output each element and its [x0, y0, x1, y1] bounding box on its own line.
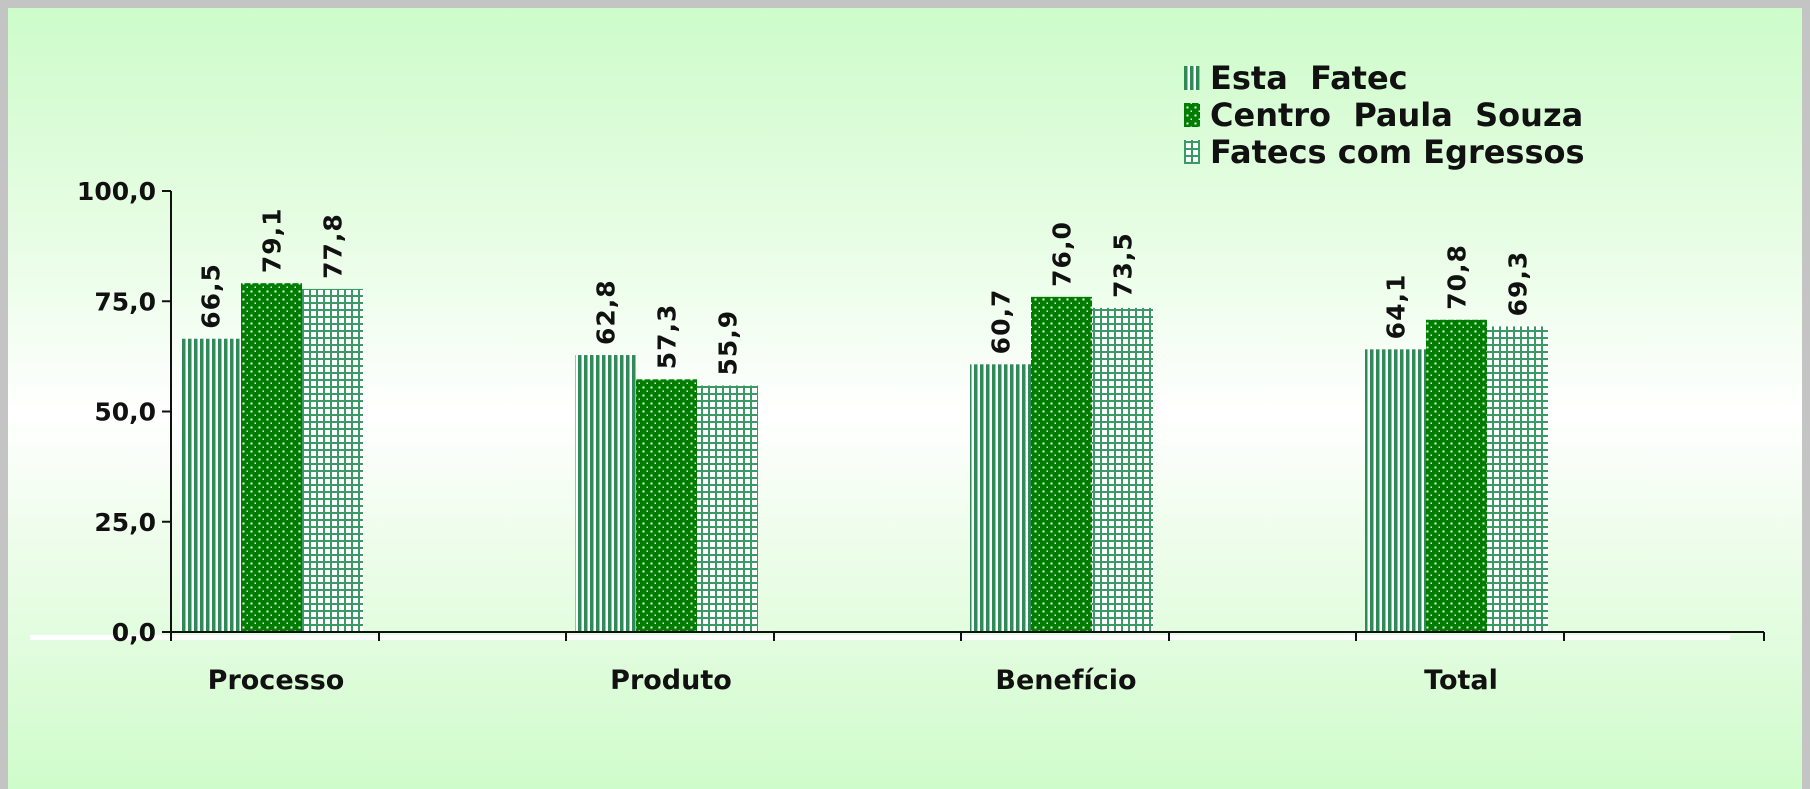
legend-label-series-2: Centro Paula Souza: [1210, 96, 1583, 134]
y-tick-label: 100,0: [77, 177, 156, 206]
data-label: 62,8: [592, 279, 621, 345]
bar-benefício-series-2: [1031, 296, 1092, 632]
data-label: 76,0: [1048, 221, 1077, 287]
data-label: 60,7: [987, 289, 1016, 355]
data-label: 66,5: [197, 263, 226, 329]
y-tick-label: 75,0: [94, 287, 156, 316]
bar-produto-series-2: [636, 379, 697, 632]
y-tick-label: 50,0: [94, 398, 156, 427]
bar-processo-series-1: [180, 338, 241, 632]
legend-label-series-1: Esta Fatec: [1210, 59, 1408, 97]
data-label: 79,1: [258, 207, 287, 273]
bar-total-series-1: [1365, 349, 1426, 632]
bar-benefício-series-3: [1092, 307, 1153, 632]
chart-panel: 66,5 79,1 77,8 Processo 62,8 57,3 55,9 Produto 6…: [8, 8, 1802, 789]
data-label: 55,9: [714, 310, 743, 376]
legend-label-series-3: Fatecs com Egressos: [1210, 133, 1585, 171]
legend-swatch-series-1: [1184, 66, 1200, 90]
baseline-band: [30, 635, 1730, 640]
x-tick-label: Produto: [610, 665, 732, 696]
axes-layer: [30, 190, 1765, 641]
bar-produto-series-3: [697, 385, 758, 632]
legend-swatch-series-3: [1184, 140, 1200, 164]
y-tick-label: 0,0: [112, 618, 156, 647]
y-tick-label: 25,0: [94, 508, 156, 537]
data-label: 64,1: [1382, 274, 1411, 340]
bar-total-series-3: [1487, 326, 1548, 632]
bar-total-series-2: [1426, 319, 1487, 632]
data-label: 69,3: [1504, 251, 1533, 317]
labels-layer: 66,5 79,1 77,8 Processo 62,8 57,3 55,9 Produto 6…: [77, 177, 1533, 696]
data-label: 73,5: [1109, 232, 1138, 298]
bar-chart: 66,5 79,1 77,8 Processo 62,8 57,3 55,9 Produto 6…: [30, 59, 1765, 696]
x-tick-label: Benefício: [995, 665, 1136, 696]
legend-swatch-series-2: [1184, 103, 1200, 127]
bars-layer: [180, 283, 1548, 632]
bar-benefício-series-1: [970, 364, 1031, 632]
bar-produto-series-1: [575, 355, 636, 632]
data-label: 77,8: [319, 213, 348, 279]
bar-processo-series-3: [302, 288, 363, 632]
data-label: 70,8: [1443, 244, 1472, 310]
x-tick-label: Processo: [208, 665, 345, 696]
bar-processo-series-2: [241, 283, 302, 632]
x-tick-label: Total: [1424, 665, 1498, 696]
data-label: 57,3: [653, 304, 682, 370]
